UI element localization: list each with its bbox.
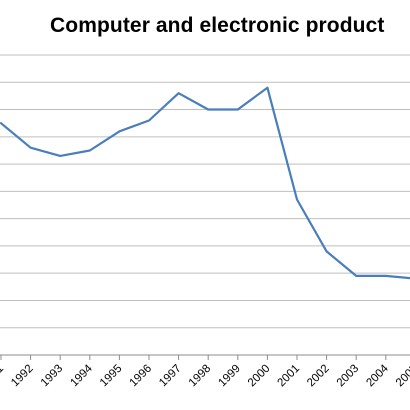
x-tick-label: 2005 xyxy=(394,363,410,390)
x-tick-label: 1993 xyxy=(39,363,66,390)
x-tick-label: 1995 xyxy=(98,363,125,390)
x-tick-label: 1991 xyxy=(0,363,6,390)
x-tick-label: 1996 xyxy=(128,363,155,390)
x-tick-label: 1998 xyxy=(187,363,214,390)
x-tick-label: 1999 xyxy=(216,363,243,390)
x-axis-ticks xyxy=(0,355,387,360)
chart-title: Computer and electronic product xyxy=(50,14,385,37)
x-tick-label: 1994 xyxy=(68,362,95,389)
x-tick-label: 1997 xyxy=(157,363,184,390)
x-tick-label: 2001 xyxy=(276,363,303,390)
x-tick-label: 2004 xyxy=(364,362,391,389)
gridlines xyxy=(0,54,410,356)
x-axis-labels: 1991 1992 1993 1994 1995 1996 1997 1998 1999 2000… xyxy=(0,362,410,389)
x-tick-label: 1992 xyxy=(9,363,36,390)
series-line xyxy=(0,86,410,280)
x-tick-label: 2002 xyxy=(305,363,332,390)
x-tick-label: 2003 xyxy=(335,363,362,390)
x-tick-label: 2000 xyxy=(246,363,273,390)
